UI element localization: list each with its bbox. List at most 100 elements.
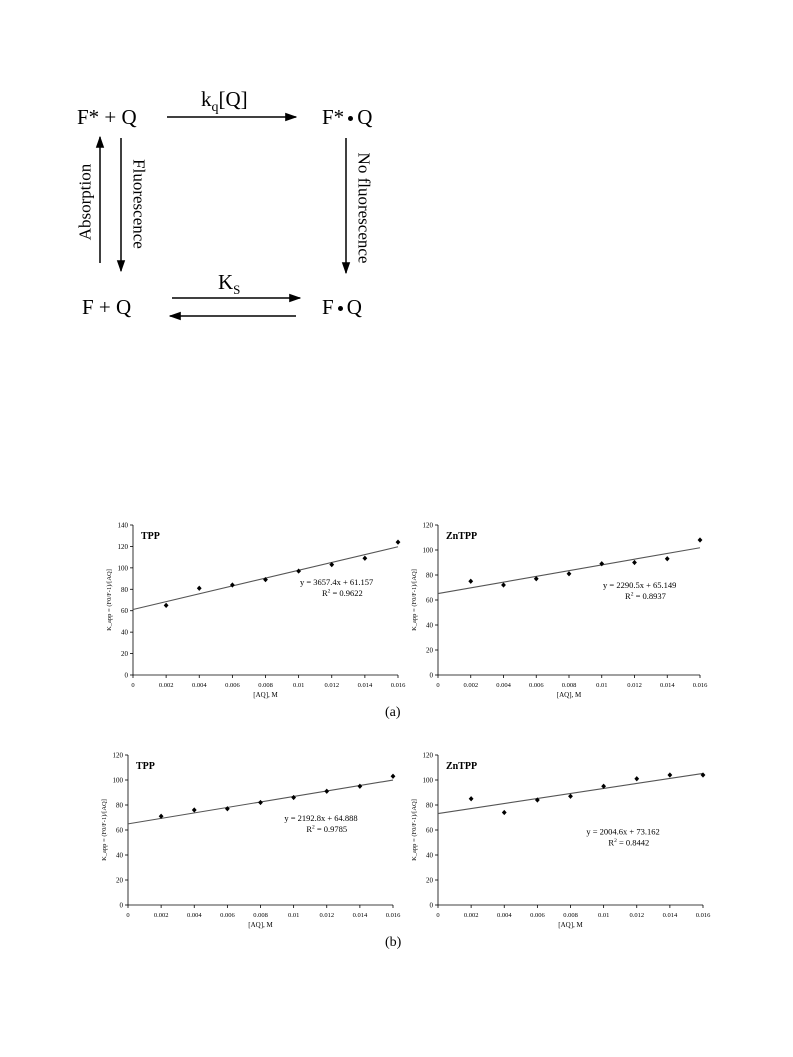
y-tick-label: 40	[426, 852, 434, 860]
data-point	[501, 582, 506, 588]
x-tick-label: 0.006	[530, 912, 545, 919]
data-point	[566, 571, 572, 577]
panel-label-b: (b)	[385, 935, 402, 950]
trendline	[437, 772, 704, 815]
r-squared-value: = 0.8442	[617, 838, 649, 848]
x-axis-label: [AQ], M	[253, 691, 278, 699]
y-tick-label: 20	[116, 877, 124, 885]
y-axis-label: K_app = (F0/F-1)/[AQ]	[411, 569, 418, 631]
chart-title: ZnTPP	[446, 531, 477, 542]
r-squared: R2 = 0.9785	[306, 824, 347, 834]
x-tick-label: 0.01	[598, 912, 609, 919]
fit-equation: y = 2192.8x + 64.888	[284, 813, 357, 823]
data-point	[599, 561, 605, 567]
panel-label-a: (a)	[385, 705, 401, 720]
r-squared-exponent: 2	[614, 838, 617, 844]
x-tick-label: 0.008	[563, 912, 578, 919]
x-tick-label: 0.012	[324, 682, 339, 689]
data-point	[158, 813, 164, 819]
data-point	[568, 793, 573, 799]
x-tick-label: 0.012	[629, 912, 644, 919]
complex-dot	[337, 305, 343, 311]
x-tick-label: 0.01	[596, 682, 607, 689]
equilibrium-ks-label: KS	[218, 272, 240, 297]
data-point	[601, 783, 607, 789]
y-tick-label: 60	[116, 827, 124, 835]
r-squared-value: = 0.9622	[330, 588, 362, 598]
ground-complex-q: Q	[346, 295, 362, 319]
r-squared: R2 = 0.9622	[322, 588, 363, 598]
x-tick-label: 0.01	[288, 912, 299, 919]
scheme-arrows	[95, 112, 351, 321]
fit-equation: y = 2004.6x + 73.162	[586, 827, 659, 837]
y-tick-label: 20	[426, 647, 434, 655]
x-tick-label: 0.006	[225, 682, 240, 689]
data-point	[191, 807, 197, 813]
data-point	[296, 568, 302, 574]
fluorescence-label: Fluorescence	[129, 159, 149, 249]
chart-b-zntpp: 0 20 40 60 80 100 120 0 0.002 0.004 0.006 0.008 0.01…	[411, 752, 711, 930]
fit-equation: y = 2290.5x + 65.149	[603, 580, 676, 590]
data-point	[700, 772, 706, 778]
x-tick-label: 0.006	[529, 682, 544, 689]
y-tick-label: 60	[426, 597, 434, 605]
x-tick-label: 0.016	[693, 682, 708, 689]
data-point	[468, 796, 474, 802]
species-ground-free: F + Q	[82, 295, 132, 319]
chart-a-tpp: 0 20 40 60 80 100 120 140 0 0.002 0.004 0.006 0.008 0…	[106, 522, 406, 700]
y-tick-label: 0	[430, 902, 434, 910]
x-tick-label: 0.004	[192, 682, 207, 689]
data-point	[533, 576, 539, 582]
x-tick-label: 0.016	[696, 912, 711, 919]
y-tick-label: 20	[121, 650, 129, 658]
x-tick-label: 0.002	[463, 682, 478, 689]
data-point	[634, 776, 640, 782]
rate-kq-label: kq[Q]	[201, 89, 248, 115]
x-tick-label: 0.014	[358, 682, 373, 689]
species-excited-complex: F* Q	[322, 107, 372, 128]
x-tick-label: 0.002	[464, 912, 479, 919]
r-squared-exponent: 2	[312, 825, 315, 831]
x-tick-label: 0.012	[627, 682, 642, 689]
r-squared-symbol: R	[306, 824, 312, 834]
x-tick-label: 0.012	[319, 912, 334, 919]
x-tick-label: 0	[436, 682, 439, 689]
x-tick-label: 0.004	[497, 912, 512, 919]
x-tick-label: 0.006	[220, 912, 235, 919]
r-squared: R2 = 0.8442	[608, 838, 649, 848]
x-tick-label: 0.002	[159, 682, 174, 689]
x-tick-label: 0.014	[353, 912, 368, 919]
x-tick-label: 0	[131, 682, 134, 689]
x-tick-label: 0.002	[154, 912, 169, 919]
r-squared-symbol: R	[322, 588, 328, 598]
data-point	[468, 578, 474, 584]
y-tick-label: 100	[423, 777, 434, 785]
y-axis-label: K_app = (F0/F-1)/[AQ]	[411, 799, 418, 861]
data-point	[697, 537, 703, 543]
x-tick-label: 0.008	[258, 682, 273, 689]
rate-kq-k: k	[201, 87, 212, 111]
data-point	[534, 797, 540, 803]
x-tick-label: 0.008	[562, 682, 577, 689]
r-squared-symbol: R	[625, 591, 631, 601]
chart-a-zntpp: 0 20 40 60 80 100 120 0 0.002 0.004 0.006 0.008 0.01…	[411, 522, 708, 700]
y-tick-label: 20	[426, 877, 434, 885]
y-tick-label: 80	[426, 802, 434, 810]
x-tick-label: 0.014	[660, 682, 675, 689]
data-point	[501, 809, 507, 816]
y-tick-label: 80	[116, 802, 124, 810]
excited-complex-f: F*	[322, 105, 345, 129]
x-tick-label: 0.01	[293, 682, 304, 689]
rate-kq-sub: q	[211, 100, 219, 116]
y-tick-label: 100	[423, 547, 434, 555]
fit-equation: y = 3657.4x + 61.157	[300, 577, 373, 587]
y-tick-label: 40	[116, 852, 124, 860]
data-point	[229, 582, 235, 588]
x-tick-label: 0.004	[496, 682, 511, 689]
trendline	[437, 547, 701, 595]
data-point	[390, 773, 396, 779]
y-tick-label: 120	[423, 752, 434, 760]
r-squared-symbol: R	[608, 838, 614, 848]
